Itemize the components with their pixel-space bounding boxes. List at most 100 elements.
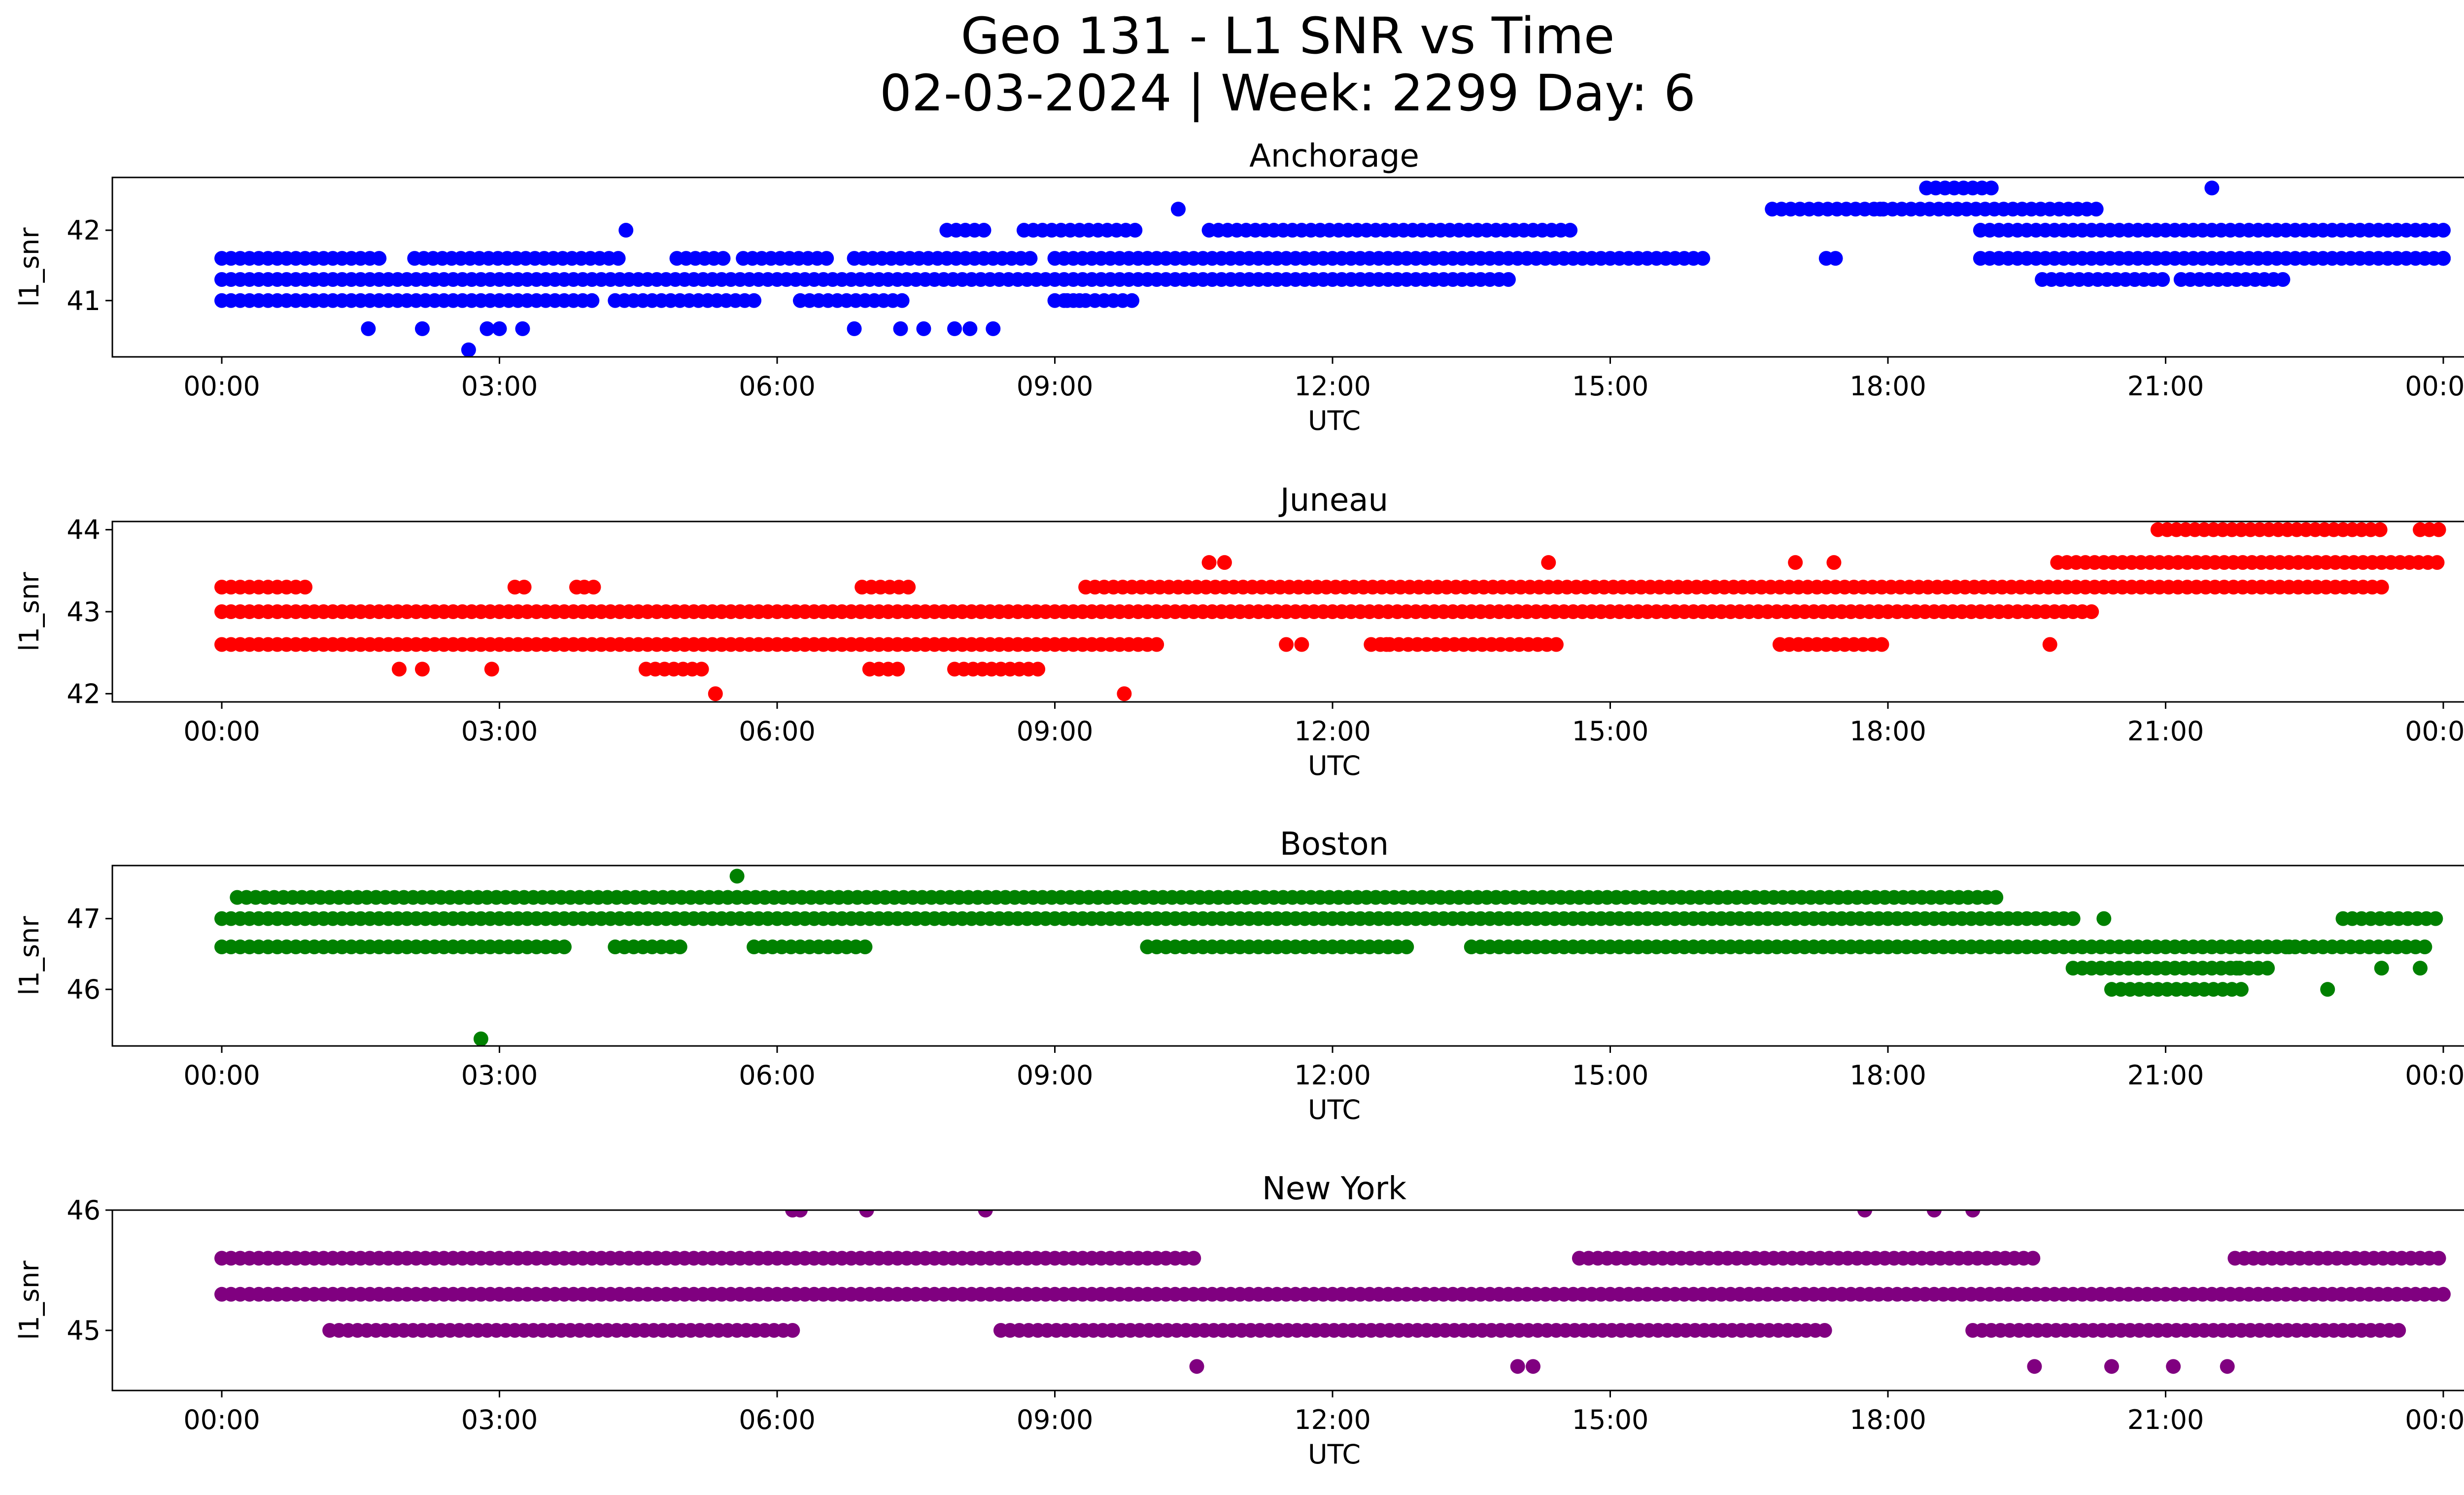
data-point xyxy=(473,1031,488,1046)
data-point xyxy=(1828,251,1843,266)
data-point xyxy=(2431,522,2446,537)
x-tick-label: 06:00 xyxy=(739,1404,816,1435)
data-point xyxy=(2430,555,2445,570)
data-point xyxy=(672,939,687,955)
data-point xyxy=(1874,637,1889,652)
axes-frame xyxy=(111,176,2464,358)
x-tick-label: 12:00 xyxy=(1294,716,1371,747)
x-tick-label: 21:00 xyxy=(2127,1404,2204,1435)
data-point xyxy=(2027,1359,2042,1374)
data-point xyxy=(1857,1210,1873,1217)
axes-frame xyxy=(111,865,2464,1047)
data-point xyxy=(2065,911,2081,926)
data-points xyxy=(214,180,2451,357)
data-point xyxy=(1189,1359,1204,1374)
chart-panel-juneau: Juneau 00:00 03:00 06:00 09:00 12:00 15:00 18:0… xyxy=(14,482,2464,781)
data-point xyxy=(2428,911,2443,926)
data-point xyxy=(2229,961,2244,976)
y-tick-label: 47 xyxy=(67,904,101,935)
x-tick-label: 09:00 xyxy=(1017,1060,1094,1091)
x-tick-label: 18:00 xyxy=(1849,716,1926,747)
data-point xyxy=(516,580,532,595)
x-tick-label: 00:00 xyxy=(183,1404,260,1435)
x-tick-label: 06:00 xyxy=(739,716,816,747)
data-points xyxy=(214,522,2446,701)
data-point xyxy=(1217,555,1232,570)
data-point xyxy=(2413,961,2428,976)
x-axis-label: UTC xyxy=(1308,1439,1361,1470)
x-tick-label: 21:00 xyxy=(2127,371,2204,402)
data-point xyxy=(729,869,745,884)
x-axis-label: UTC xyxy=(1308,750,1361,781)
data-point xyxy=(1186,1251,1201,1266)
data-point xyxy=(1128,223,1143,238)
data-point xyxy=(859,1210,874,1217)
x-tick-label: 15:00 xyxy=(1572,1404,1649,1435)
x-tick-label: 00:00 xyxy=(2405,716,2464,747)
x-tick-label: 06:00 xyxy=(739,371,816,402)
data-point xyxy=(847,321,862,336)
x-tick-label: 21:00 xyxy=(2127,716,2204,747)
x-tick-label: 15:00 xyxy=(1572,1060,1649,1091)
x-tick-label: 00:00 xyxy=(183,371,260,402)
data-point xyxy=(1950,202,1965,217)
data-point xyxy=(1826,555,1842,570)
data-point xyxy=(414,661,430,677)
data-point xyxy=(2104,1359,2119,1374)
data-point xyxy=(1926,1210,1942,1217)
data-point xyxy=(479,321,495,336)
data-point xyxy=(1510,1359,1525,1374)
x-tick-label: 21:00 xyxy=(2127,1060,2204,1091)
y-tick-label: 41 xyxy=(67,285,101,316)
panel-title: New York xyxy=(1262,1171,1406,1207)
y-axis-label: l1_snr xyxy=(14,1260,45,1340)
data-point xyxy=(1501,272,1516,287)
data-point xyxy=(2220,1359,2235,1374)
data-point xyxy=(1788,555,1803,570)
chart-panel-anchorage: Anchorage 00:00 03:00 06:00 09:00 12:00 15:00 1… xyxy=(14,138,2464,436)
data-point xyxy=(2088,202,2104,217)
data-point xyxy=(484,661,499,677)
data-point xyxy=(2233,982,2249,997)
data-point xyxy=(1988,890,2004,905)
x-tick-label: 09:00 xyxy=(1017,716,1094,747)
data-point xyxy=(901,580,916,595)
data-point xyxy=(2260,961,2275,976)
data-point xyxy=(792,1210,808,1217)
data-point xyxy=(1117,686,1132,701)
data-point xyxy=(1563,223,1578,238)
data-point xyxy=(2096,911,2112,926)
data-point xyxy=(1060,293,1075,308)
data-point xyxy=(962,321,978,336)
data-point xyxy=(2374,961,2389,976)
data-point xyxy=(556,939,572,955)
data-point xyxy=(1548,637,1564,652)
y-tick-label: 42 xyxy=(67,678,101,709)
data-point xyxy=(894,293,910,308)
data-point xyxy=(1125,293,1140,308)
y-tick-label: 46 xyxy=(67,974,101,1005)
data-point xyxy=(857,939,873,955)
data-point xyxy=(569,580,584,595)
data-point xyxy=(747,293,762,308)
y-tick-label: 42 xyxy=(67,215,101,246)
data-point xyxy=(1294,637,1309,652)
data-point xyxy=(2042,637,2057,652)
x-tick-label: 00:00 xyxy=(183,1060,260,1091)
data-point xyxy=(1030,661,1046,677)
data-point xyxy=(2320,982,2335,997)
x-tick-label: 00:00 xyxy=(2405,1404,2464,1435)
y-axis-label: l1_snr xyxy=(14,916,45,996)
x-tick-label: 03:00 xyxy=(461,1404,538,1435)
x-tick-label: 09:00 xyxy=(1017,1404,1094,1435)
x-tick-label: 06:00 xyxy=(739,1060,816,1091)
x-tick-label: 18:00 xyxy=(1849,1404,1926,1435)
y-tick-label: 45 xyxy=(67,1315,101,1346)
data-point xyxy=(947,321,962,336)
data-point xyxy=(2417,939,2432,955)
y-tick-label: 43 xyxy=(67,596,101,627)
data-point xyxy=(1541,555,1556,570)
chart-panel-new-york: New York 00:00 03:00 06:00 09:00 12:00 15:00 18… xyxy=(14,1171,2464,1470)
